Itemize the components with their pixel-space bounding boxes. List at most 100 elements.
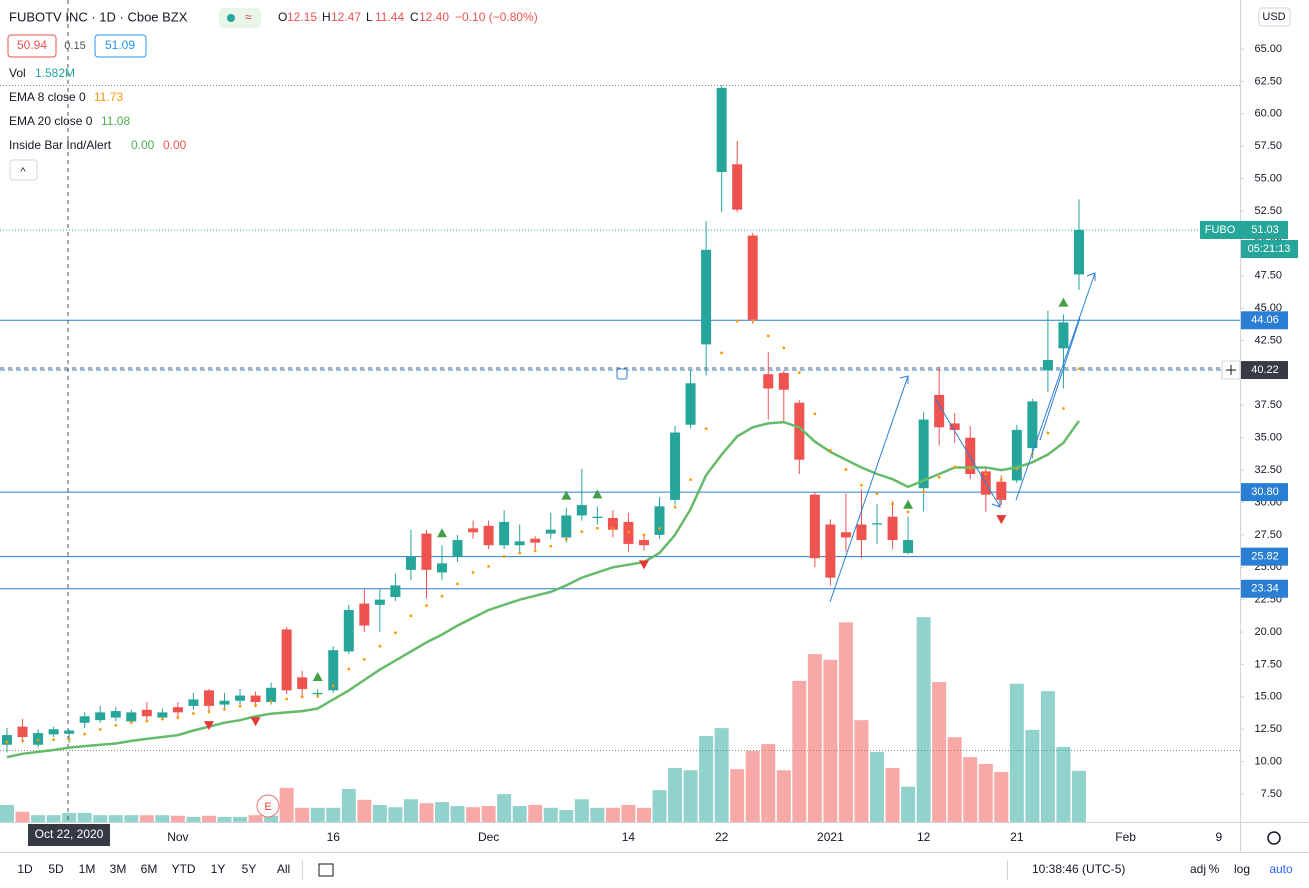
ema8-dot bbox=[891, 502, 894, 506]
earnings-marker[interactable]: E bbox=[256, 794, 280, 818]
candle-body bbox=[437, 563, 448, 573]
crosshair-badge bbox=[1241, 361, 1288, 380]
scale-option[interactable]: auto bbox=[1269, 862, 1293, 876]
delay-icon: ≈ bbox=[245, 10, 252, 24]
ema8-dot bbox=[875, 492, 879, 496]
date-range-icon[interactable] bbox=[318, 863, 334, 877]
ema8-dot bbox=[456, 582, 459, 586]
arrow-head bbox=[1086, 272, 1096, 281]
candle-body bbox=[1073, 229, 1084, 275]
candle-body bbox=[172, 707, 183, 713]
volume-bar bbox=[326, 807, 341, 822]
trend-line[interactable] bbox=[1039, 317, 1081, 441]
indicators bbox=[5, 297, 1081, 759]
volume-bar bbox=[435, 802, 450, 822]
drawing-handle[interactable] bbox=[616, 368, 628, 380]
earnings-circle[interactable] bbox=[256, 794, 280, 818]
candle-body bbox=[328, 650, 339, 691]
timeframe-button[interactable]: 1Y bbox=[211, 862, 226, 876]
level-label: 23.34 bbox=[1251, 583, 1279, 595]
candle-body bbox=[840, 532, 851, 538]
volume-bar bbox=[730, 769, 745, 822]
currency-badge[interactable] bbox=[1258, 7, 1291, 27]
ohlc-value: 11.44 bbox=[375, 10, 404, 24]
candle-body bbox=[468, 528, 479, 533]
ema8-dot bbox=[1015, 467, 1019, 471]
market-open-dot bbox=[227, 14, 235, 22]
vol-value: 1.582M bbox=[35, 66, 75, 80]
candle-body bbox=[343, 610, 354, 652]
trend-lines[interactable] bbox=[829, 272, 1096, 603]
timeframe-button[interactable]: 1M bbox=[79, 862, 96, 876]
timeframe-button[interactable]: All bbox=[277, 862, 290, 876]
y-tick-label: 47.50 bbox=[1254, 270, 1282, 282]
ema8-label: EMA 8 close 0 bbox=[9, 90, 86, 104]
ema8-dot bbox=[922, 490, 926, 493]
volume-bar bbox=[574, 799, 589, 822]
scale-option[interactable]: adj bbox=[1190, 862, 1206, 876]
ema8-dot bbox=[549, 544, 553, 548]
volume-bar bbox=[481, 806, 496, 822]
y-tick-label: 27.50 bbox=[1254, 529, 1282, 541]
x-tick-label: Dec bbox=[478, 830, 499, 844]
volume-bar bbox=[497, 794, 512, 822]
volume-bar bbox=[978, 763, 993, 822]
ema8-dot bbox=[782, 346, 786, 350]
symbol-label: FUBO bbox=[1205, 224, 1236, 236]
collapse-button[interactable] bbox=[9, 159, 38, 181]
level-badge bbox=[1241, 483, 1288, 502]
y-tick-label: 10.00 bbox=[1254, 756, 1282, 768]
ema8-dot bbox=[52, 738, 56, 741]
timeframe-button[interactable]: 6M bbox=[141, 862, 158, 876]
ema8-dot bbox=[766, 334, 770, 338]
candle-body bbox=[499, 521, 510, 546]
volume-bar bbox=[124, 815, 139, 822]
candle-body bbox=[64, 730, 75, 734]
volume-bar bbox=[279, 787, 294, 822]
candle-body bbox=[48, 729, 59, 735]
ema8-dot bbox=[285, 697, 289, 701]
candle-body bbox=[95, 712, 106, 721]
ask-price: 51.09 bbox=[105, 38, 135, 52]
candle-body bbox=[188, 699, 199, 706]
gear[interactable] bbox=[1267, 831, 1281, 845]
change: −0.10 (−0.80%) bbox=[455, 10, 538, 24]
timeframe-button[interactable]: YTD bbox=[172, 862, 196, 876]
ask-box[interactable] bbox=[94, 34, 147, 58]
timeframe-button[interactable]: 5D bbox=[48, 862, 64, 876]
volume-bar bbox=[636, 807, 651, 822]
volume-bar bbox=[46, 815, 61, 822]
scale-option[interactable]: % bbox=[1209, 862, 1220, 876]
candle-body bbox=[732, 164, 743, 210]
y-tick-label: 20.00 bbox=[1254, 626, 1282, 638]
candle-body bbox=[483, 525, 494, 546]
symbol-title[interactable]: FUBOTV INC · 1D · Cboe BZX bbox=[9, 9, 188, 24]
scale-option[interactable]: log bbox=[1234, 862, 1250, 876]
ema8-dot bbox=[564, 537, 568, 541]
volume-bar bbox=[854, 720, 869, 822]
timeframe-button[interactable]: 5Y bbox=[242, 862, 257, 876]
trend-line[interactable] bbox=[829, 375, 909, 603]
candle-body bbox=[934, 394, 945, 428]
volume-bar bbox=[372, 804, 387, 822]
crosshair-date-box bbox=[28, 824, 110, 846]
candle-body bbox=[918, 419, 929, 489]
trend-line[interactable] bbox=[1015, 272, 1096, 501]
ema8-dot bbox=[300, 695, 304, 699]
volume-bar bbox=[947, 737, 962, 822]
timeframe-button[interactable]: 3M bbox=[110, 862, 127, 876]
candle-body bbox=[872, 523, 883, 525]
y-tick-label: 60.00 bbox=[1254, 108, 1282, 120]
volume-bars bbox=[0, 617, 1086, 822]
ema20-line bbox=[6, 420, 1081, 759]
volume-bar bbox=[264, 815, 279, 822]
timeframe-button[interactable]: 1D bbox=[17, 862, 33, 876]
ema8-dot bbox=[83, 732, 87, 736]
status-badge[interactable] bbox=[219, 8, 261, 28]
ema8-dot bbox=[797, 371, 801, 375]
last-price-label: 51.03 bbox=[1251, 224, 1279, 236]
bid-box[interactable] bbox=[7, 34, 57, 58]
settings-icon[interactable] bbox=[1267, 831, 1281, 845]
trend-line[interactable] bbox=[934, 397, 1001, 508]
ema20-value: 11.08 bbox=[101, 114, 130, 128]
